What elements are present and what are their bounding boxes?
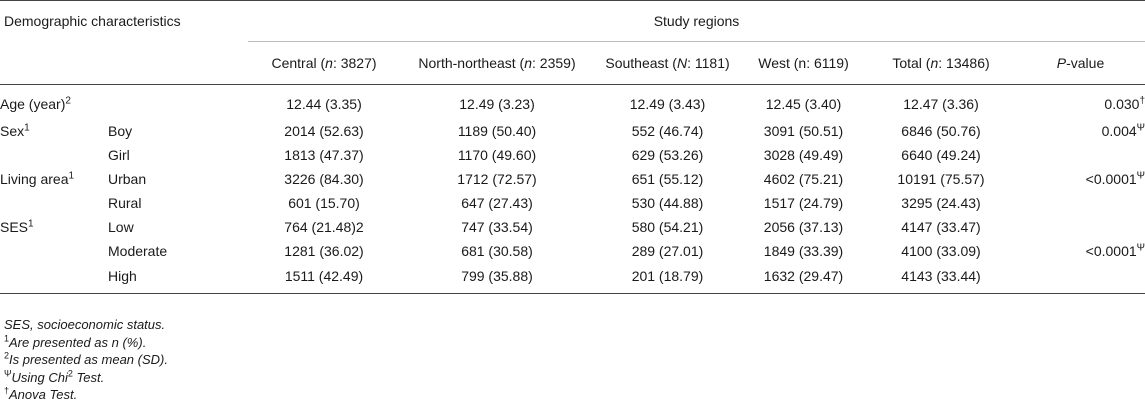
cell-pvalue xyxy=(1016,215,1145,239)
header-col-pvalue: P-value xyxy=(1016,41,1145,85)
cell-west: 12.45 (3.40) xyxy=(765,96,842,112)
cell-north-northeast: 799 (35.88) xyxy=(400,263,594,294)
table-row: Living area1 Urban 3226 (84.30) 1712 (72… xyxy=(0,167,1145,191)
row-group-label xyxy=(0,263,108,294)
cell-pvalue: 0.030† xyxy=(1104,95,1145,112)
row-sub-label: Boy xyxy=(108,123,133,139)
header-col-west: West (n: 6119) xyxy=(741,41,866,85)
cell-total: 3295 (24.43) xyxy=(901,195,981,211)
table-row: Moderate 1281 (36.02) 681 (30.58) 289 (2… xyxy=(0,239,1145,263)
cell-north-northeast: 747 (33.54) xyxy=(461,219,533,235)
cell-central: 2014 (52.63) xyxy=(284,123,364,139)
cell-west: 3091 (50.51) xyxy=(763,123,844,139)
header-empty-1 xyxy=(0,41,108,85)
cell-total: 4143 (33.44) xyxy=(866,263,1016,294)
cell-central: 1511 (42.49) xyxy=(248,263,400,294)
cell-southeast: 580 (54.21) xyxy=(631,219,704,235)
cell-central: 764 (21.48)2 xyxy=(284,219,364,235)
row-sub-label: Rural xyxy=(108,195,142,211)
cell-southeast: 530 (44.88) xyxy=(631,195,704,211)
cell-north-northeast: 1189 (50.40) xyxy=(457,123,537,139)
row-sub-label: Low xyxy=(108,219,134,235)
cell-north-northeast: 647 (27.43) xyxy=(461,195,533,211)
table-row: Sex1 Boy 2014 (52.63) 1189 (50.40) 552 (… xyxy=(0,119,1145,143)
cell-southeast: 629 (53.26) xyxy=(631,147,704,163)
table-row: SES1 Low 764 (21.48)2 747 (33.54) 580 (5… xyxy=(0,215,1145,239)
cell-west: 3028 (49.49) xyxy=(763,147,844,163)
row-group-label: Living area1 xyxy=(0,170,75,187)
row-sub-label: Urban xyxy=(108,171,147,187)
demographics-table: Demographic characteristics Study region… xyxy=(0,0,1145,294)
row-sub-label xyxy=(108,85,248,120)
cell-north-northeast: 12.49 (3.23) xyxy=(459,96,535,112)
cell-pvalue xyxy=(1016,191,1145,215)
header-demographic: Demographic characteristics xyxy=(0,0,248,42)
cell-west: 4602 (75.21) xyxy=(763,171,844,187)
footnote: SES, socioeconomic status. xyxy=(4,317,166,332)
row-sub-label: High xyxy=(108,263,248,294)
table-row: High 1511 (42.49) 799 (35.88) 201 (18.79… xyxy=(0,263,1145,294)
cell-west: 1849 (33.39) xyxy=(763,243,844,259)
cell-total: 12.47 (3.36) xyxy=(903,96,979,112)
table-row: Age (year)2 12.44 (3.35) 12.49 (3.23) 12… xyxy=(0,85,1145,120)
header-col-total: Total (n: 13486) xyxy=(866,41,1016,85)
cell-pvalue: 0.004Ψ xyxy=(1101,122,1145,139)
table-row: Rural 601 (15.70) 647 (27.43) 530 (44.88… xyxy=(0,191,1145,215)
row-group-label xyxy=(0,143,108,167)
row-sub-label: Moderate xyxy=(108,243,168,259)
cell-west: 1632 (29.47) xyxy=(741,263,866,294)
row-group-label: Sex1 xyxy=(0,122,30,139)
table-footnotes: SES, socioeconomic status. 1Are presente… xyxy=(4,316,168,404)
table-row: Girl 1813 (47.37) 1170 (49.60) 629 (53.2… xyxy=(0,143,1145,167)
header-col-north-northeast: North-northeast (n: 2359) xyxy=(400,41,594,85)
cell-total: 10191 (75.57) xyxy=(897,171,985,187)
header-row-columns: Central (n: 3827) North-northeast (n: 23… xyxy=(0,41,1145,85)
header-col-southeast: Southeast (N: 1181) xyxy=(594,41,741,85)
header-study-regions: Study regions xyxy=(248,0,1145,42)
row-group-label xyxy=(0,191,108,215)
cell-central: 12.44 (3.35) xyxy=(286,96,362,112)
row-sub-label: Girl xyxy=(108,147,130,163)
header-row-top: Demographic characteristics Study region… xyxy=(0,0,1145,42)
footnote: 2Is presented as mean (SD). xyxy=(4,350,168,367)
cell-central: 3226 (84.30) xyxy=(284,171,364,187)
cell-southeast: 201 (18.79) xyxy=(594,263,741,294)
cell-pvalue: <0.0001Ψ xyxy=(1085,242,1145,259)
cell-total: 6640 (49.24) xyxy=(901,147,981,163)
footnote: †Anova Test. xyxy=(4,385,78,402)
cell-pvalue: <0.0001Ψ xyxy=(1085,170,1145,187)
cell-pvalue xyxy=(1016,143,1145,167)
footnote: 1Are presented as n (%). xyxy=(4,333,147,350)
cell-total: 4100 (33.09) xyxy=(901,243,981,259)
row-group-label xyxy=(0,239,108,263)
cell-north-northeast: 1712 (72.57) xyxy=(457,171,537,187)
cell-southeast: 289 (27.01) xyxy=(631,243,704,259)
cell-pvalue xyxy=(1016,263,1145,294)
cell-north-northeast: 1170 (49.60) xyxy=(457,147,537,163)
cell-central: 601 (15.70) xyxy=(288,195,360,211)
row-group-label: Age (year)2 xyxy=(0,95,71,112)
row-group-label: SES1 xyxy=(0,218,34,235)
footnote: ΨUsing Chi2 Test. xyxy=(4,368,105,385)
cell-southeast: 12.49 (3.43) xyxy=(629,96,706,112)
cell-north-northeast: 681 (30.58) xyxy=(461,243,533,259)
header-empty-2 xyxy=(108,41,248,85)
header-col-central: Central (n: 3827) xyxy=(248,41,400,85)
cell-west: 1517 (24.79) xyxy=(763,195,844,211)
cell-total: 4147 (33.47) xyxy=(901,219,981,235)
cell-west: 2056 (37.13) xyxy=(763,219,844,235)
cell-southeast: 651 (55.12) xyxy=(631,171,704,187)
cell-central: 1281 (36.02) xyxy=(284,243,364,259)
cell-southeast: 552 (46.74) xyxy=(631,123,704,139)
cell-total: 6846 (50.76) xyxy=(901,123,981,139)
cell-central: 1813 (47.37) xyxy=(284,147,364,163)
